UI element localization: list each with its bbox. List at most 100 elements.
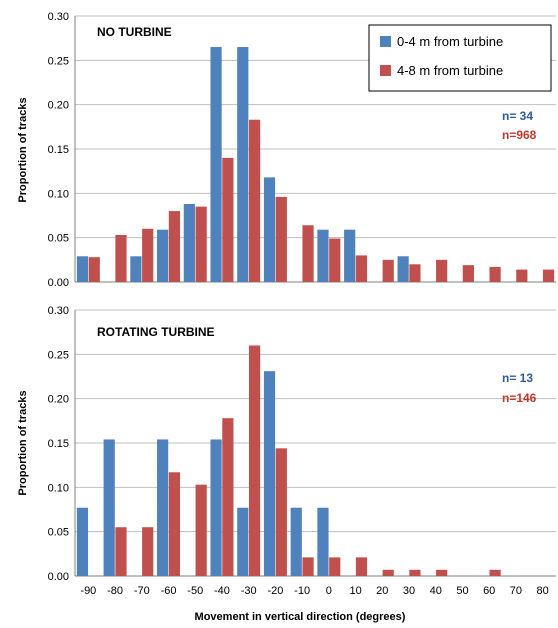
- bar-4-8m: [115, 235, 127, 282]
- bar-4-8m: [248, 119, 261, 283]
- panel-no-turbine: 0.00 0.05 0.10 0.15 0.20 0.25 0.30 NO TURBINE Pr…: [17, 11, 556, 289]
- bar-0-4m: [290, 507, 302, 576]
- bar-4-8m: [222, 157, 234, 282]
- x-tick-label: 80: [537, 585, 549, 597]
- bar-0-4m: [344, 229, 356, 282]
- bar-0-4m: [76, 256, 89, 282]
- x-tick-label: 30: [403, 585, 415, 597]
- bar-4-8m: [275, 196, 287, 282]
- y-tick-label: 0.00: [48, 277, 69, 289]
- x-tick-label: 0: [326, 585, 332, 597]
- panel-rotating-turbine: 0.00 0.05 0.10 0.15 0.20 0.25 0.30 -90 -80 -70 -60…: [17, 305, 556, 623]
- x-tick-label: -40: [214, 585, 230, 597]
- x-tick-label: -20: [267, 585, 283, 597]
- bar-0-4m: [157, 229, 169, 282]
- bar-4-8m: [436, 569, 448, 576]
- bar-4-8m: [142, 228, 154, 282]
- legend-swatch: [380, 65, 391, 76]
- bar-4-8m: [409, 264, 421, 282]
- bar-0-4m: [317, 507, 329, 576]
- bar-0-4m: [397, 256, 409, 282]
- bar-4-8m: [382, 569, 394, 576]
- x-tick-label: 70: [510, 585, 522, 597]
- y-tick-label: 0.10: [48, 482, 69, 494]
- bar-0-4m: [263, 177, 276, 282]
- bar-0-4m: [210, 439, 222, 576]
- y-tick-label: 0.30: [48, 11, 69, 23]
- bar-4-8m: [436, 259, 448, 282]
- bar-4-8m: [329, 238, 341, 282]
- y-tick-label: 0.20: [48, 100, 69, 112]
- legend-label: 0-4 m from turbine: [397, 34, 503, 49]
- y-tick-label: 0.05: [48, 233, 69, 245]
- y-tick-label: 0.00: [48, 571, 69, 583]
- bar-0-4m: [76, 507, 89, 576]
- legend-box: [368, 24, 552, 92]
- bar-4-8m: [516, 269, 528, 282]
- bar-4-8m: [248, 345, 261, 576]
- x-tick-label: -60: [161, 585, 177, 597]
- bar-4-8m: [542, 269, 555, 282]
- y-axis-title: Proportion of tracks: [17, 390, 29, 495]
- bar-4-8m: [222, 418, 234, 576]
- y-tick-label: 0.20: [48, 394, 69, 406]
- bar-4-8m: [302, 225, 314, 282]
- bar-4-8m: [489, 266, 501, 282]
- y-tick-label: 0.15: [48, 438, 69, 450]
- bar-4-8m: [355, 255, 368, 282]
- bar-0-4m: [317, 229, 329, 282]
- bar-4-8m: [195, 484, 207, 576]
- bar-4-8m: [88, 257, 100, 282]
- sample-size-label: n=968: [502, 128, 537, 142]
- x-tick-label: -50: [187, 585, 203, 597]
- bar-4-8m: [168, 211, 181, 282]
- y-tick-label: 0.25: [48, 55, 69, 67]
- x-axis-title: Movement in vertical direction (degrees): [195, 611, 406, 623]
- bar-4-8m: [195, 206, 207, 282]
- bar-4-8m: [489, 569, 501, 576]
- bar-4-8m: [142, 527, 154, 576]
- bar-4-8m: [168, 472, 181, 576]
- x-tick-label: 20: [376, 585, 388, 597]
- bar-0-4m: [157, 439, 169, 576]
- legend-swatch: [380, 36, 391, 47]
- bar-4-8m: [115, 527, 127, 576]
- y-tick-label: 0.05: [48, 527, 69, 539]
- x-tick-label: 40: [430, 585, 442, 597]
- x-tick-label: -80: [107, 585, 123, 597]
- y-tick-label: 0.30: [48, 305, 69, 317]
- sample-size-label: n= 13: [502, 371, 533, 385]
- x-tick-label: 60: [483, 585, 495, 597]
- y-tick-label: 0.25: [48, 349, 69, 361]
- bar-4-8m: [382, 259, 394, 282]
- bar-4-8m: [302, 557, 314, 576]
- sample-size-label: n= 34: [502, 109, 533, 123]
- bar-4-8m: [329, 557, 341, 576]
- bar-0-4m: [130, 256, 142, 282]
- y-tick-label: 0.10: [48, 188, 69, 200]
- bar-0-4m: [103, 439, 115, 576]
- bar-4-8m: [409, 569, 421, 576]
- x-tick-label: -10: [294, 585, 310, 597]
- bar-0-4m: [237, 47, 249, 283]
- x-tick-label: -30: [241, 585, 257, 597]
- panel-title: ROTATING TURBINE: [97, 325, 215, 339]
- bar-4-8m: [355, 557, 368, 576]
- y-axis-title: Proportion of tracks: [17, 97, 29, 202]
- y-tick-label: 0.15: [48, 144, 69, 156]
- x-tick-label: -70: [134, 585, 150, 597]
- bar-0-4m: [263, 371, 276, 576]
- legend: 0-4 m from turbine 4-8 m from turbine: [368, 24, 552, 92]
- bar-0-4m: [210, 47, 222, 283]
- bar-4-8m: [462, 265, 474, 282]
- x-tick-label: 50: [456, 585, 468, 597]
- legend-label: 4-8 m from turbine: [397, 63, 503, 78]
- bar-4-8m: [275, 448, 287, 576]
- sample-size-label: n=146: [502, 391, 537, 405]
- panel-title: NO TURBINE: [97, 25, 172, 39]
- bar-0-4m: [237, 507, 249, 576]
- bar-0-4m: [183, 203, 195, 282]
- x-tick-label: -90: [80, 585, 96, 597]
- x-tick-label: 10: [349, 585, 361, 597]
